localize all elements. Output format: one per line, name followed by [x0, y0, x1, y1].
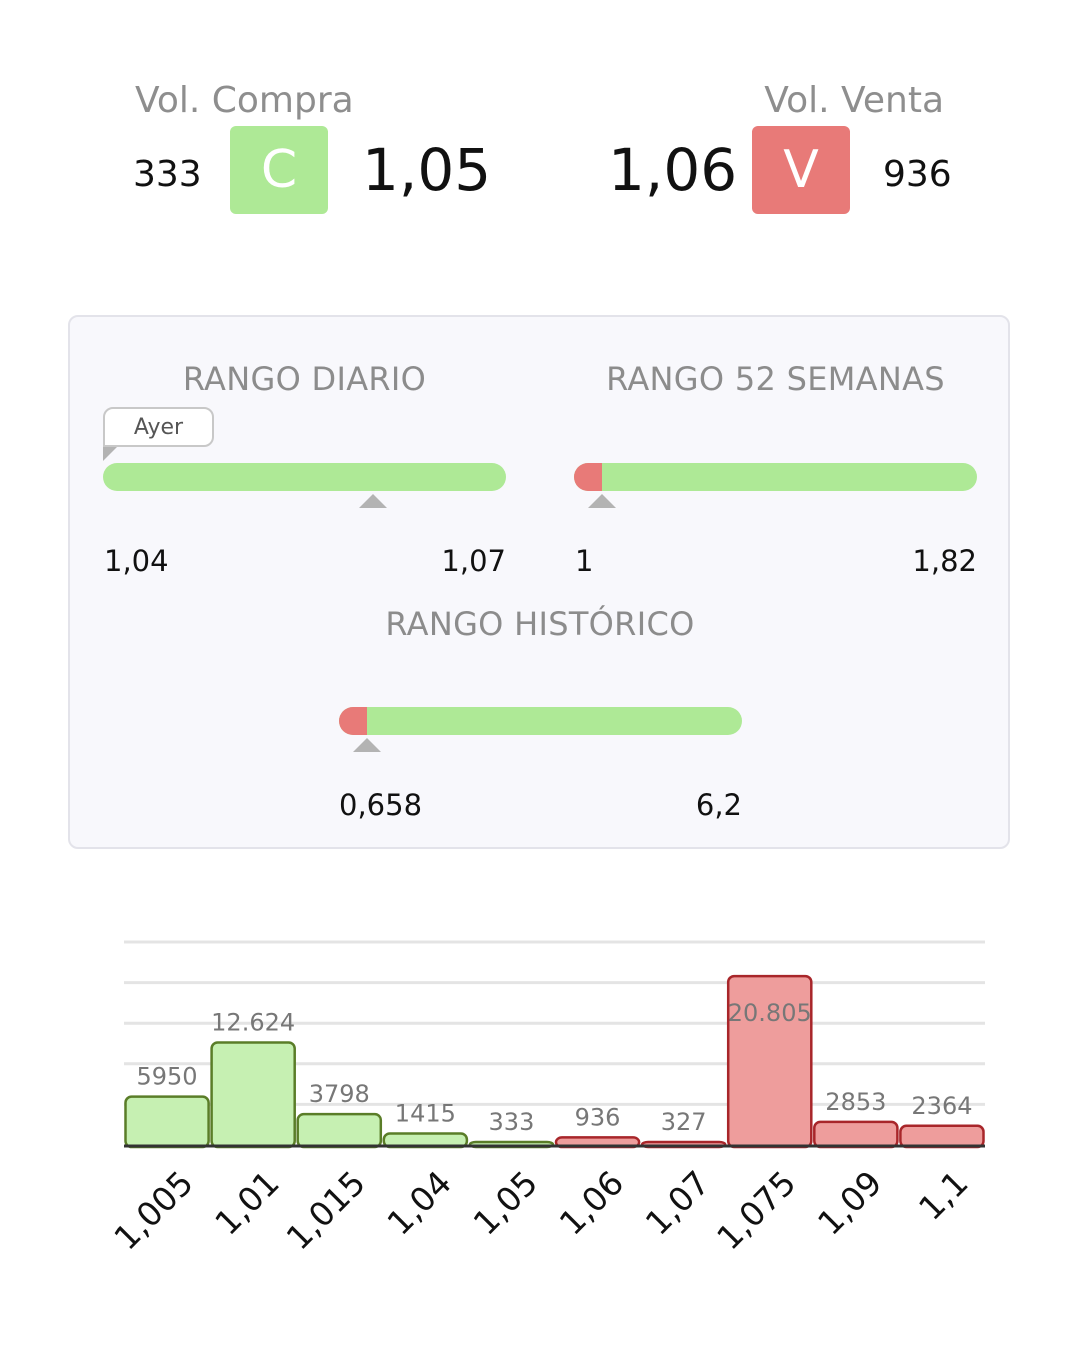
rango-52-semanas-bar	[574, 463, 977, 491]
rango-historico-marker	[353, 738, 382, 752]
bid-price: 1,05	[362, 136, 492, 204]
rango-52-semanas-marker	[588, 494, 617, 508]
x-tick-label: 1,09	[810, 1163, 890, 1243]
rango-diario-bar	[103, 463, 506, 491]
histogram-bar[interactable]	[296, 1112, 383, 1149]
ranges-panel	[68, 315, 1010, 849]
histogram-bar[interactable]	[813, 1120, 899, 1149]
histogram-bar[interactable]	[899, 1124, 985, 1149]
rango-historico-bar	[339, 707, 742, 735]
volume-histogram: 5950 1,005 12.624 1,01 3798 1,015 1415 1,04 333 1…	[106, 940, 985, 1257]
rango-diario-marker	[359, 494, 387, 508]
bar-value-label: 333	[489, 1108, 535, 1136]
rango-historico-min: 0,658	[339, 788, 423, 822]
histogram-bar[interactable]	[124, 1095, 210, 1149]
x-tick-label: 1,06	[552, 1163, 632, 1243]
rango-52-semanas-max: 1,82	[912, 544, 977, 578]
bar-value-label: 1415	[395, 1100, 456, 1128]
bar-value-label: 936	[575, 1103, 621, 1131]
x-tick-label: 1,1	[911, 1163, 976, 1228]
sell-button[interactable]: V	[752, 126, 850, 214]
histogram-bar[interactable]	[210, 1041, 296, 1149]
rango-diario-max: 1,07	[441, 544, 506, 578]
rango-diario-title: RANGO DIARIO	[182, 360, 427, 398]
rango-52-semanas-title: RANGO 52 SEMANAS	[606, 360, 945, 398]
x-tick-label: 1,015	[279, 1163, 373, 1257]
bar-value-label: 5950	[137, 1063, 198, 1091]
x-tick-label: 1,01	[207, 1163, 287, 1243]
rango-historico-title: RANGO HISTÓRICO	[385, 605, 695, 643]
vol-compra-value: 333	[133, 154, 202, 195]
vol-venta-label: Vol. Venta	[764, 80, 944, 121]
rango-historico-max: 6,2	[695, 788, 742, 822]
x-tick-label: 1,05	[466, 1163, 546, 1243]
bar-value-label: 2364	[911, 1092, 972, 1120]
bar-value-label: 12.624	[211, 1008, 295, 1036]
x-tick-label: 1,075	[709, 1163, 803, 1257]
vol-compra-label: Vol. Compra	[135, 80, 354, 121]
buy-button[interactable]: C	[230, 126, 328, 214]
rango-52-semanas-min: 1	[575, 544, 594, 578]
ayer-tag-pointer	[103, 447, 117, 461]
ask-price: 1,06	[608, 136, 738, 204]
bar-value-label: 2853	[825, 1088, 886, 1116]
bar-value-label: 3798	[309, 1080, 370, 1108]
rango-diario-min: 1,04	[104, 544, 169, 578]
x-tick-label: 1,07	[638, 1163, 718, 1243]
x-tick-label: 1,005	[106, 1163, 200, 1257]
vol-venta-value: 936	[883, 154, 952, 195]
x-tick-label: 1,04	[379, 1163, 459, 1243]
ayer-tag: Ayer	[103, 407, 214, 447]
bar-value-label: 327	[661, 1108, 707, 1136]
bar-value-label: 20.805	[728, 999, 812, 1027]
